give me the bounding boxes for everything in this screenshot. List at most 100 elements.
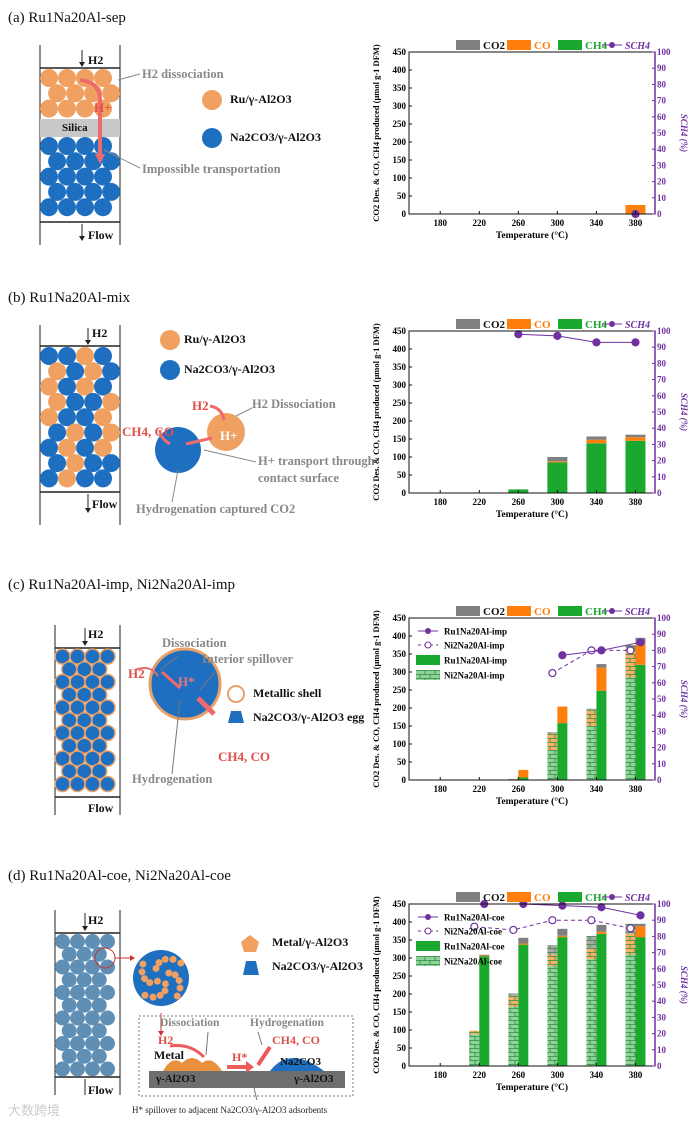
y-tick-label: 350 [393,935,407,945]
particle [76,137,94,155]
grain [154,984,162,992]
leader-line [117,73,141,81]
hplus-label: H* [178,674,195,689]
grain [157,950,165,958]
selectivity-point [558,651,567,660]
particle [99,648,116,665]
metal-particles [163,1058,222,1071]
bar-co2-260 [508,993,519,996]
grain [180,972,188,980]
legend-label-ch4: CH4 [585,319,608,331]
legend-label-selectivity: SCH4 [625,320,650,331]
grain [146,960,154,968]
particle [91,763,108,780]
sample-legend-swatch [416,956,440,966]
particle [85,985,100,1000]
particle [48,84,67,103]
particle [91,712,108,729]
particle [85,1010,100,1026]
y-tick-label: 150 [393,721,407,731]
sample-legend-label: Ni2Na20Al-coe [444,957,502,967]
x-tick-label: 220 [473,218,487,228]
grain [156,991,164,999]
particle [76,167,94,186]
bar-co2-380 [625,434,646,438]
particle [40,469,58,488]
grain [169,984,177,992]
bar-co2-300 [557,928,568,936]
mechanism-box [138,1015,354,1097]
y2-axis-label: SCH4 (%) [679,966,689,1004]
x-tick-label: 220 [473,497,487,507]
particle [76,1023,92,1039]
grain [161,996,169,1004]
y2-tick-label: 100 [657,613,671,623]
ru-legend-icon [160,330,180,350]
y-tick-label: 0 [402,488,407,498]
particle [85,1061,100,1077]
y-tick-label: 300 [393,667,407,677]
particle [70,1061,85,1077]
particle [91,686,108,703]
y2-tick-label: 100 [657,899,671,909]
particle [58,347,76,365]
x-tick-label: 380 [629,1070,643,1080]
particle [66,362,85,381]
ru-legend-label: Ru/γ-Al2O3 [184,332,246,346]
particle [85,1036,100,1051]
bar-ch4-340 [586,443,607,493]
y2-tick-label: 100 [657,47,671,57]
particle [84,362,103,381]
h2-label: H2 [88,53,104,67]
selectivity-point [631,338,640,347]
bar-co-300 [557,935,568,938]
metallic-shell-legend-icon [227,685,245,703]
x-tick-label: 340 [590,218,604,228]
particle [58,408,76,427]
particle [102,454,121,473]
bar-co-220 [479,955,490,957]
sample-legend-swatch [416,655,440,665]
grain [177,959,185,967]
na2co3-particle [270,1058,324,1071]
y2-tick-label: 10 [657,472,667,482]
particle [99,750,116,767]
particle [85,934,100,949]
grain [167,991,175,999]
bar-co-340 [596,667,607,691]
y2-tick-label: 60 [657,112,667,122]
grain [158,968,166,976]
x-tick-label: 180 [433,784,447,794]
legend-label-co: CO [534,892,551,904]
interior-spillover-label: Interior spillover [202,652,294,666]
y-tick-label: 450 [393,613,407,623]
legend-selectivity-marker [609,321,615,327]
bar-co-260 [518,769,529,778]
particle [100,985,115,1000]
selectivity-point [548,668,557,678]
particle [55,985,70,1000]
bar-co-260 [518,943,529,945]
particle [61,1023,77,1039]
bar-ch4-380 [635,937,646,1066]
y-tick-label: 450 [393,47,407,57]
grain [152,964,160,972]
particle [55,934,70,949]
bar-ch4-340 [586,959,597,1066]
alumina-right-label: γ-Al2O3 [294,1073,334,1085]
flow-label: Flow [88,1083,114,1097]
legend-swatch-ch4 [558,319,582,329]
hplus-label: H+ [94,100,112,115]
bar-co-300 [547,733,558,751]
y2-tick-label: 0 [657,488,662,498]
y2-tick-label: 90 [657,915,667,925]
particle [99,699,116,716]
bar-co-340 [586,947,597,960]
grain [150,954,158,962]
grain [171,971,179,979]
ru-legend-label: Ru/γ-Al2O3 [230,92,292,106]
y-tick-label: 50 [397,1043,407,1053]
panel-b-title: (b) Ru1Na20Al-mix [8,290,131,306]
particle [48,423,67,442]
particle [40,408,58,427]
